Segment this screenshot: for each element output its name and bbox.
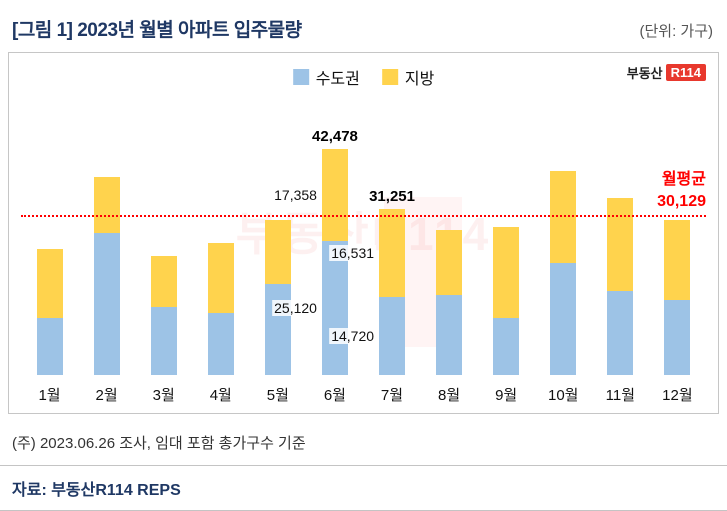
segment-sudogwon (493, 318, 520, 375)
r114-logo-text: 부동산 (626, 66, 663, 81)
stacked-bar (664, 219, 691, 375)
bar-column-4 (192, 109, 249, 375)
x-axis-label: 7월 (380, 387, 404, 404)
bar-column-6 (306, 109, 363, 375)
stacked-bar (436, 230, 463, 375)
bar-column-2 (78, 109, 135, 375)
label-june-total: 42,478 (312, 128, 358, 146)
segment-sudogwon (607, 291, 634, 375)
segment-jibang (264, 219, 291, 285)
segment-jibang (607, 198, 634, 292)
x-axis-label: 6월 (323, 387, 346, 404)
stacked-bar (379, 208, 405, 375)
label-june-jibang: 17,358 (272, 187, 319, 204)
header: [그림 1] 2023년 월별 아파트 입주물량 (단위: 가구) (0, 0, 727, 52)
segment-sudogwon (664, 299, 691, 375)
bar-column-5 (249, 109, 306, 375)
segment-jibang (493, 227, 520, 319)
segment-jibang (150, 255, 177, 308)
legend: 수도권 지방 (292, 65, 435, 89)
chart-title: [그림 1] 2023년 월별 아파트 입주물량 (12, 20, 302, 41)
x-axis-label: 2월 (95, 387, 118, 404)
average-label: 월평균 (661, 170, 706, 188)
legend-swatch-sudogwon (292, 69, 309, 85)
segment-sudogwon (93, 232, 120, 375)
segment-sudogwon (36, 318, 63, 375)
stacked-bar (36, 248, 63, 375)
footer-source: 자료: 부동산R114 REPS (0, 465, 727, 511)
stacked-bar (93, 177, 120, 375)
x-axis-label: 11월 (605, 387, 635, 404)
bars (21, 109, 706, 375)
segment-jibang (207, 243, 234, 313)
average-line (21, 214, 706, 217)
label-july-sudogwon: 14,720 (329, 327, 377, 344)
chart-box: 수도권 지방 부동산 R114 부동산R114 월평균 30,129 42,47… (8, 52, 719, 414)
bar-column-11 (592, 109, 649, 375)
label-june-sudogwon: 25,120 (272, 300, 319, 317)
average-value: 30,129 (657, 192, 706, 210)
segment-sudogwon (264, 284, 291, 375)
label-july-total: 31,251 (369, 187, 415, 205)
x-axis-label: 3월 (152, 387, 175, 404)
x-axis-label: 8월 (438, 387, 461, 404)
segment-jibang (664, 219, 691, 300)
stacked-bar (607, 198, 634, 375)
segment-jibang (436, 230, 463, 295)
r114-logo: 부동산 R114 (627, 63, 706, 82)
stacked-bar (493, 227, 520, 375)
legend-item-jibang: 지방 (381, 65, 435, 89)
segment-jibang (550, 170, 577, 263)
bar-column-12 (649, 109, 706, 375)
segment-jibang (379, 208, 405, 297)
legend-item-sudogwon: 수도권 (292, 65, 360, 89)
x-axis-label: 10월 (547, 387, 579, 404)
segment-sudogwon (550, 262, 577, 375)
x-axis-label: 5월 (266, 387, 289, 404)
segment-sudogwon (150, 307, 177, 375)
segment-sudogwon (321, 241, 348, 375)
label-july-jibang: 16,531 (329, 244, 377, 261)
stacked-bar (550, 170, 577, 375)
stacked-bar (150, 255, 177, 375)
bar-column-3 (135, 109, 192, 375)
x-axis-label: 1월 (38, 387, 61, 404)
segment-sudogwon (207, 312, 234, 375)
stacked-bar (264, 219, 291, 375)
stacked-bar (321, 149, 348, 375)
legend-label-sudogwon: 수도권 (315, 71, 360, 88)
stacked-bar (207, 243, 234, 375)
segment-sudogwon (379, 296, 405, 375)
segment-jibang (321, 149, 348, 242)
x-axis-label: 4월 (209, 387, 232, 404)
x-axis-label: 9월 (495, 387, 518, 404)
bar-column-1 (21, 109, 78, 375)
unit-label: (단위: 가구) (639, 23, 713, 40)
plot-area: 부동산R114 월평균 30,129 42,478 17,358 25,120 31,… (21, 109, 706, 375)
r114-logo-badge: R114 (665, 64, 706, 81)
segment-sudogwon (436, 294, 463, 375)
segment-jibang (36, 248, 63, 319)
bar-column-10 (535, 109, 592, 375)
x-labels: 1월 2월 3월 4월 5월 6월 7월 8월 9월 10월 11월 12월 (21, 384, 706, 405)
bar-column-8 (421, 109, 478, 375)
footer-note: (주) 2023.06.26 조사, 임대 포함 총가구수 기준 (12, 435, 306, 452)
segment-jibang (93, 177, 120, 233)
x-axis-label: 12월 (662, 387, 693, 404)
bar-column-7 (363, 109, 420, 375)
legend-swatch-jibang (381, 69, 398, 85)
bar-column-9 (478, 109, 535, 375)
legend-label-jibang: 지방 (404, 71, 435, 88)
